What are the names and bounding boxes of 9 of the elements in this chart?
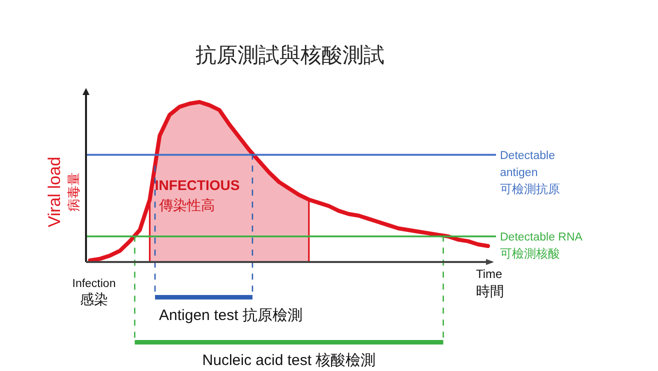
text: Nucleic acid test 核酸檢測 [202,352,376,369]
chart-title: 抗原測試與核酸測試 [196,44,384,67]
ref-line-label: Detectable RNA 可檢測核酸 [500,231,583,260]
annotation: INFECTIOUS 傳染性高 [154,177,240,213]
x-axis-title: Time 時間 [476,267,504,299]
ref-line-label: Detectable antigen 可檢測抗原 [500,150,560,196]
text: Antigen test 抗原檢測 [159,307,302,324]
y-axis-title: Viral load 病毒量 [45,156,81,228]
text: Infection 感染 [72,278,116,307]
